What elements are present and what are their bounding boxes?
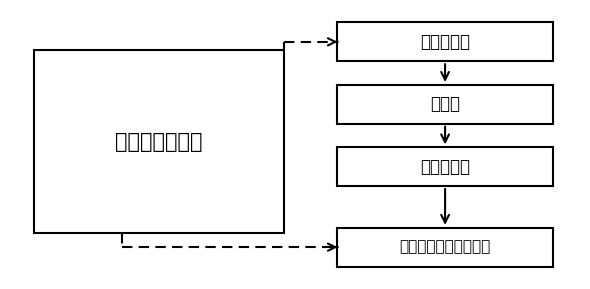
Bar	[337, 85, 553, 124]
Bar	[337, 23, 553, 61]
Text: 挂弹车举升机构: 挂弹车举升机构	[115, 132, 203, 152]
Text: 压力传感器: 压力传感器	[420, 33, 470, 51]
Bar	[337, 147, 553, 186]
Bar	[34, 50, 284, 233]
Text: 举升机构液压系统压力: 举升机构液压系统压力	[399, 240, 491, 255]
Bar	[337, 228, 553, 266]
Text: 控制器: 控制器	[430, 95, 460, 113]
Text: 比例溢流阀: 比例溢流阀	[420, 158, 470, 176]
